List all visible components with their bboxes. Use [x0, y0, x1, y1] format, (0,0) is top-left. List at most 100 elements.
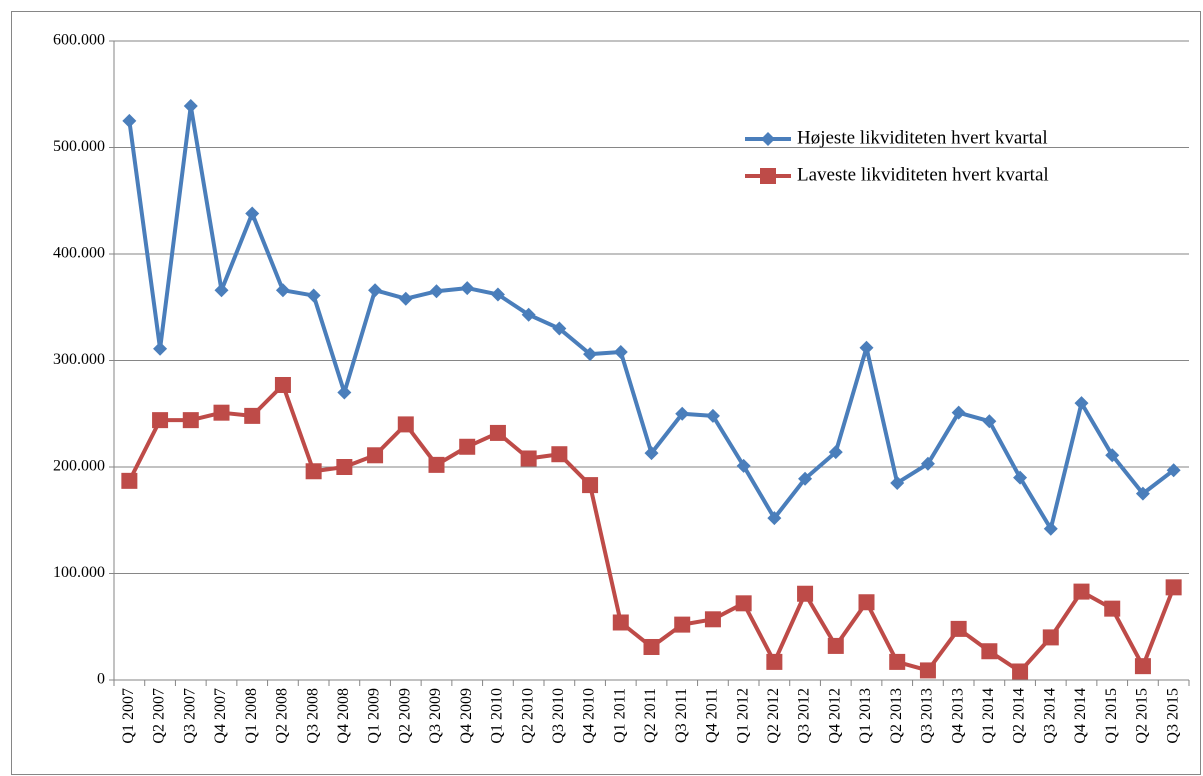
data-point	[397, 416, 414, 433]
data-point	[828, 445, 843, 460]
data-point	[735, 595, 752, 612]
legend-marker	[760, 168, 776, 184]
x-tick-label: Q1 2013	[857, 688, 874, 744]
data-point	[121, 472, 138, 489]
data-point	[275, 283, 290, 298]
x-tick-label: Q3 2013	[919, 688, 936, 744]
y-tick-label: 300.000	[53, 351, 105, 368]
x-tick-label: Q2 2007	[151, 688, 168, 744]
data-point	[950, 620, 967, 637]
x-tick-label: Q2 2012	[765, 688, 782, 744]
x-tick-label: Q3 2007	[181, 688, 198, 744]
data-point	[674, 616, 691, 633]
data-point	[153, 341, 168, 356]
data-point	[797, 585, 814, 602]
data-point	[583, 347, 598, 362]
data-point	[981, 643, 998, 660]
data-point	[705, 408, 720, 423]
data-point	[919, 662, 936, 679]
data-point	[398, 291, 413, 306]
data-point	[552, 321, 567, 336]
data-point	[1043, 521, 1058, 536]
data-point	[1135, 486, 1150, 501]
x-tick-label: Q1 2007	[120, 688, 137, 744]
data-point	[305, 463, 322, 480]
data-point	[1165, 579, 1182, 596]
x-tick-label: Q4 2012	[826, 688, 843, 744]
data-point	[245, 206, 260, 221]
x-tick-label: Q4 2009	[458, 688, 475, 744]
data-point	[920, 456, 935, 471]
x-tick-label: Q4 2014	[1072, 688, 1089, 744]
x-tick-label: Q3 2015	[1164, 688, 1181, 744]
data-point	[1166, 463, 1181, 478]
x-tick-label: Q1 2010	[489, 688, 506, 744]
data-point	[152, 412, 169, 429]
data-point	[368, 283, 383, 298]
legend-text: Laveste likviditeten hvert kvartal	[797, 164, 1049, 185]
y-tick-label: 0	[97, 671, 105, 688]
data-point	[644, 446, 659, 461]
data-point	[1013, 470, 1028, 485]
data-point	[182, 412, 199, 429]
data-point	[858, 594, 875, 611]
data-point	[675, 406, 690, 421]
x-tick-label: Q3 2009	[427, 688, 444, 744]
data-point	[704, 611, 721, 628]
legend-marker	[761, 132, 775, 146]
data-point	[428, 456, 445, 473]
data-point	[1134, 658, 1151, 675]
data-point	[1074, 396, 1089, 411]
data-point	[459, 438, 476, 455]
x-tick-label: Q2 2010	[519, 688, 536, 744]
x-tick-label: Q3 2008	[304, 688, 321, 744]
data-point	[1105, 448, 1120, 463]
data-point	[1104, 600, 1121, 617]
x-tick-label: Q2 2008	[274, 688, 291, 744]
data-point	[337, 385, 352, 400]
data-point	[244, 407, 261, 424]
data-point	[582, 477, 599, 494]
data-point	[859, 340, 874, 355]
x-tick-label: Q1 2011	[611, 688, 628, 743]
data-point	[122, 113, 137, 128]
data-point	[827, 637, 844, 654]
x-tick-label: Q3 2010	[550, 688, 567, 744]
data-point	[951, 405, 966, 420]
data-point	[766, 653, 783, 670]
data-point	[274, 376, 291, 393]
x-tick-label: Q1 2015	[1103, 688, 1120, 744]
y-tick-label: 200.000	[53, 458, 105, 475]
data-point	[336, 459, 353, 475]
data-point	[798, 471, 813, 486]
x-tick-label: Q2 2015	[1134, 688, 1151, 744]
data-point	[1042, 629, 1059, 646]
data-point	[767, 511, 782, 526]
x-tick-label: Q4 2008	[335, 688, 352, 744]
data-point	[429, 284, 444, 299]
x-tick-label: Q4 2007	[212, 688, 229, 744]
x-tick-label: Q4 2013	[949, 688, 966, 744]
data-point	[306, 288, 321, 303]
x-tick-label: Q2 2013	[888, 688, 905, 744]
data-point	[490, 287, 505, 302]
y-tick-label: 100.000	[53, 564, 105, 581]
x-tick-label: Q3 2012	[796, 688, 813, 744]
legend-text: Højeste likviditeten hvert kvartal	[797, 127, 1048, 148]
x-tick-label: Q4 2011	[704, 688, 721, 743]
data-point	[612, 614, 629, 631]
x-tick-label: Q3 2014	[1041, 688, 1058, 744]
data-point	[367, 447, 384, 464]
data-point	[890, 475, 905, 490]
data-point	[613, 344, 628, 359]
data-point	[213, 404, 230, 421]
data-point	[982, 414, 997, 429]
data-point	[520, 450, 537, 467]
x-tick-label: Q1 2014	[980, 688, 997, 744]
data-point	[183, 98, 198, 113]
chart-border	[11, 11, 1201, 775]
data-point	[643, 638, 660, 655]
data-point	[1073, 583, 1090, 600]
x-tick-label: Q2 2011	[642, 688, 659, 743]
